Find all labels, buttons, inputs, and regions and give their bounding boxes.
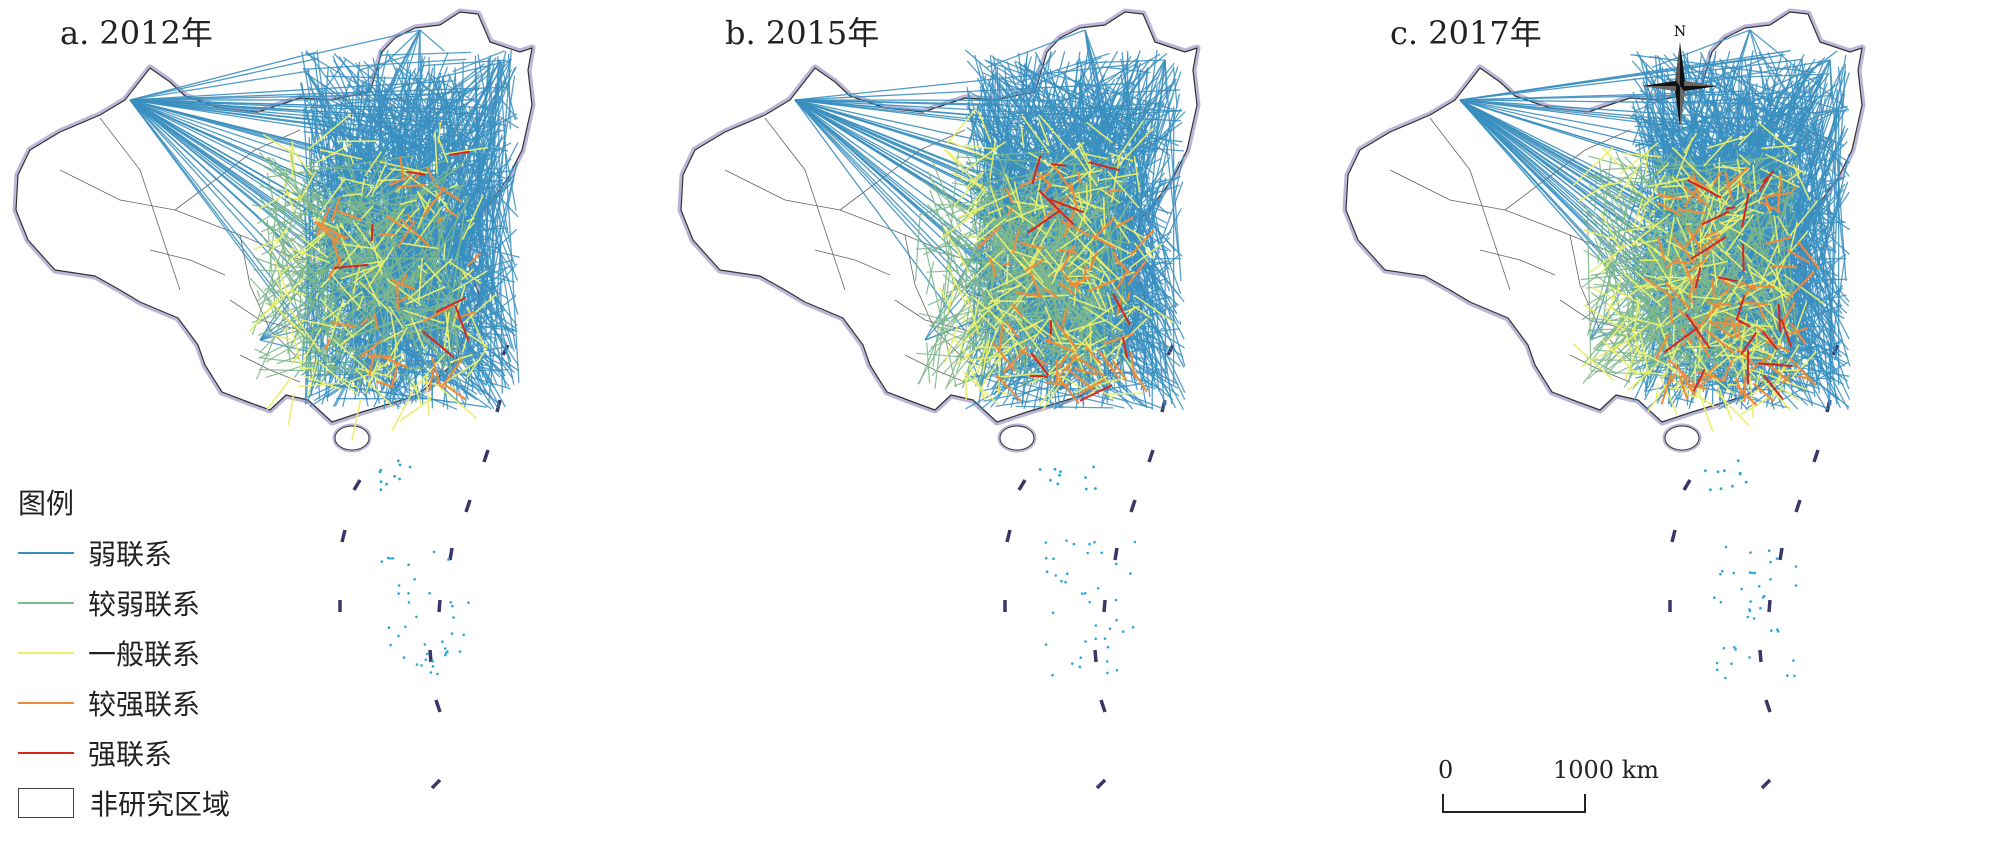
map-panel-2015: b. 2015年 xyxy=(665,0,1330,848)
legend-line-swatch xyxy=(18,752,74,754)
legend-line-swatch xyxy=(18,702,74,704)
legend-label: 非研究区域 xyxy=(90,788,231,821)
panel-title: a. 2012年 xyxy=(60,14,213,52)
map-panel-2012: a. 2012年 xyxy=(0,0,665,848)
legend-label: 一般联系 xyxy=(88,638,201,671)
legend-item-stronger: 较强联系 xyxy=(18,678,230,728)
legend-label: 较强联系 xyxy=(88,688,201,721)
north-arrow-icon: N xyxy=(1642,24,1718,128)
china-map xyxy=(12,8,536,790)
scale-max-label: 1000 km xyxy=(1553,756,1660,784)
panel-title: b. 2015年 xyxy=(725,14,880,52)
map-panel-2017: c. 2017年 xyxy=(1330,0,1995,848)
legend-line-swatch xyxy=(18,602,74,604)
legend-item-strong: 强联系 xyxy=(18,728,230,778)
legend-item-general: 一般联系 xyxy=(18,628,230,678)
panel-title: c. 2017年 xyxy=(1390,14,1542,52)
legend-box-swatch xyxy=(18,788,74,818)
legend-item-non-study: 非研究区域 xyxy=(18,778,230,828)
scale-bar: 0 1000 km xyxy=(1428,756,1728,816)
china-map xyxy=(677,8,1201,790)
legend-label: 弱联系 xyxy=(88,538,173,571)
legend: 图例 弱联系 较弱联系 一般联系 较强联系 强联系 非研究区域 xyxy=(18,482,230,828)
north-label: N xyxy=(1674,24,1686,40)
china-map xyxy=(1342,8,1866,790)
legend-line-swatch xyxy=(18,652,74,654)
scale-bar-line xyxy=(1442,794,1586,813)
legend-title: 图例 xyxy=(18,487,75,520)
legend-item-weak: 弱联系 xyxy=(18,528,230,578)
legend-item-weaker: 较弱联系 xyxy=(18,578,230,628)
legend-label: 强联系 xyxy=(88,738,173,771)
scale-zero-label: 0 xyxy=(1438,756,1454,784)
legend-label: 较弱联系 xyxy=(88,588,201,621)
legend-line-swatch xyxy=(18,552,74,554)
